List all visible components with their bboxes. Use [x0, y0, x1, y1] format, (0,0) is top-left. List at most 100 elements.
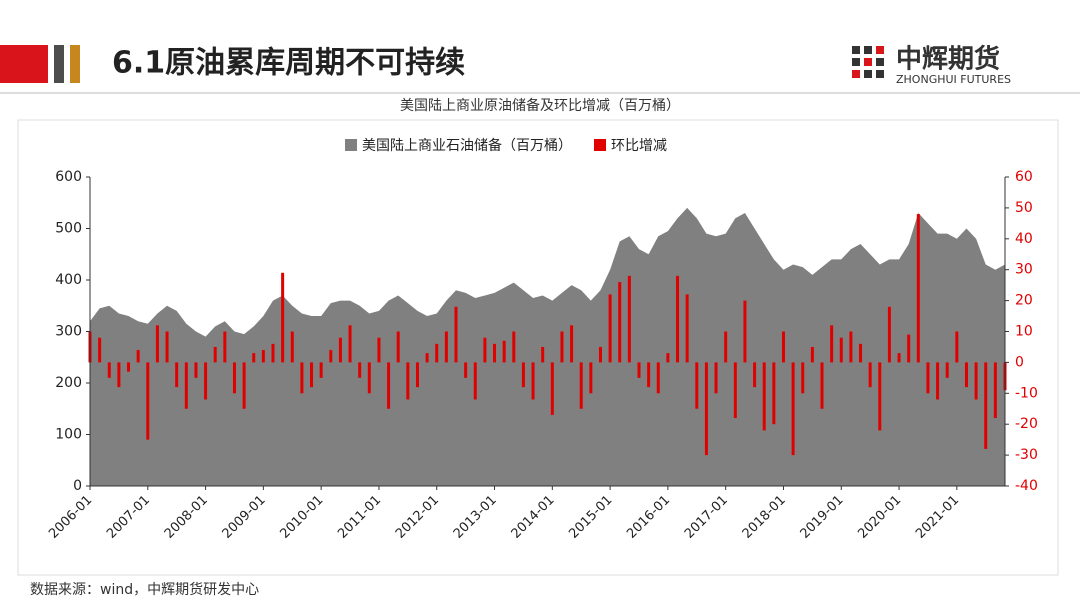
bar [974, 362, 978, 400]
x-tick-label: 2015-01 [566, 493, 615, 542]
bar [762, 362, 766, 431]
y2-tick-label: 40 [1015, 231, 1033, 247]
legend-swatch [594, 139, 606, 151]
logo-text: 中辉期货 [896, 44, 1000, 75]
bar [897, 353, 901, 363]
area [90, 207, 1005, 486]
source: 数据来源：wind，中辉期货研发中心 [30, 581, 259, 598]
bar [955, 331, 959, 363]
bar [521, 362, 525, 388]
bar [753, 362, 757, 388]
y-tick-label: 300 [55, 324, 82, 340]
bar [444, 331, 448, 363]
bar [396, 331, 400, 363]
bar [155, 325, 159, 363]
x-tick-label: 2008-01 [162, 493, 211, 542]
x-tick-label: 2021-01 [913, 493, 962, 542]
logo-icon [852, 46, 884, 78]
header-bar [54, 45, 64, 83]
bar [570, 325, 574, 363]
bar [165, 331, 169, 363]
y2-tick-label: -20 [1015, 416, 1038, 432]
x-tick-label: 2006-01 [46, 493, 95, 542]
y2-tick-label: -10 [1015, 385, 1038, 401]
bar [338, 337, 342, 363]
bar [319, 362, 323, 378]
x-tick-label: 2013-01 [451, 493, 500, 542]
bar [926, 362, 930, 394]
bar [685, 294, 689, 363]
bar [387, 362, 391, 409]
bar [695, 362, 699, 409]
bar [984, 362, 988, 449]
bar [781, 331, 785, 363]
y2-tick-label: 10 [1015, 324, 1033, 340]
bar [936, 362, 940, 400]
bar [704, 362, 708, 456]
bar [993, 362, 997, 419]
x-tick-label: 2012-01 [393, 493, 442, 542]
bar [223, 331, 227, 363]
x-tick-label: 2017-01 [682, 493, 731, 542]
bar [252, 353, 256, 363]
x-tick-label: 2020-01 [855, 493, 904, 542]
bar [98, 337, 102, 363]
bar [916, 214, 920, 363]
bar [483, 337, 487, 363]
chart-frame [17, 119, 1059, 576]
bar [377, 337, 381, 363]
bar [801, 362, 805, 394]
bar [502, 340, 506, 363]
bar [945, 362, 949, 378]
bar [598, 346, 602, 363]
y-tick-label: 200 [55, 375, 82, 391]
x-tick-label: 2007-01 [104, 493, 153, 542]
bar [541, 346, 545, 363]
chart-title: 美国陆上商业原油储备及环比增减（百万桶） [400, 97, 680, 114]
y2-tick-label: 20 [1015, 293, 1033, 309]
bar [608, 294, 612, 363]
bar [772, 362, 776, 425]
bar [637, 362, 641, 378]
bar [627, 275, 631, 363]
y-tick-label: 0 [73, 478, 82, 494]
bar [579, 362, 583, 409]
x-tick-label: 2014-01 [509, 493, 558, 542]
bar [964, 362, 968, 388]
logo-subtext: ZHONGHUI FUTURES [896, 73, 1011, 86]
bar [830, 325, 834, 363]
bar [415, 362, 419, 388]
bar [261, 350, 265, 363]
bar [887, 306, 891, 363]
bar [281, 272, 285, 363]
legend-swatch [345, 139, 357, 151]
bar [647, 362, 651, 388]
legend-label: 环比增减 [611, 138, 667, 154]
bar [290, 331, 294, 363]
bar [473, 362, 477, 400]
bar [406, 362, 410, 400]
bar [454, 306, 458, 363]
bar [232, 362, 236, 394]
x-tick-label: 2009-01 [220, 493, 269, 542]
bar [358, 362, 362, 378]
bar [714, 362, 718, 394]
bar [310, 362, 314, 388]
bar [849, 331, 853, 363]
bar [107, 362, 111, 378]
bar [839, 337, 843, 363]
bar [656, 362, 660, 394]
bar [560, 331, 564, 363]
bar [820, 362, 824, 409]
y2-tick-label: -30 [1015, 447, 1038, 463]
bar [791, 362, 795, 456]
bar [348, 325, 352, 363]
bar [127, 362, 131, 372]
y2-tick-label: 0 [1015, 354, 1024, 370]
y-tick-label: 100 [55, 427, 82, 443]
bar [493, 343, 497, 363]
bar [859, 343, 863, 363]
bar [271, 343, 275, 363]
x-tick-label: 2010-01 [277, 493, 326, 542]
